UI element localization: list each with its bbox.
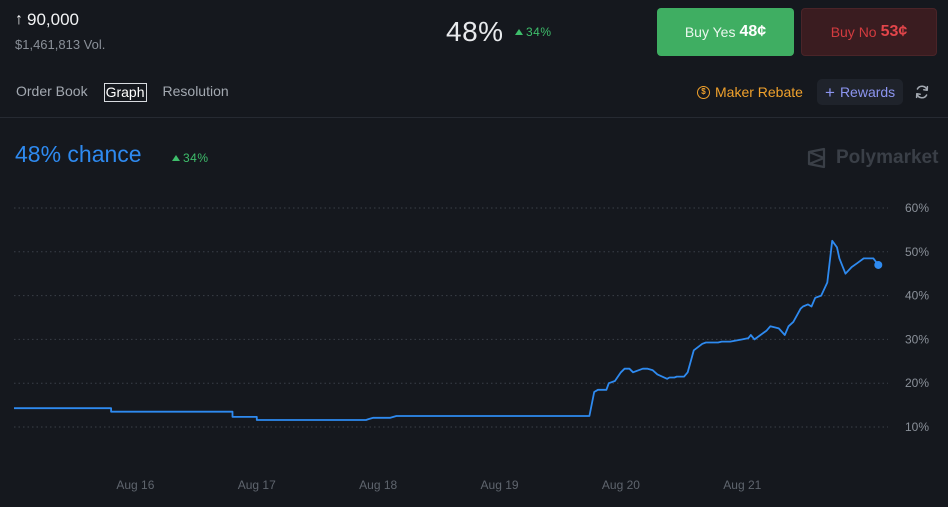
maker-rebate-button[interactable]: $ Maker Rebate — [697, 84, 803, 100]
y-tick-label: 30% — [905, 332, 929, 346]
triangle-up-icon — [172, 155, 180, 161]
buy-no-label: Buy No — [830, 24, 877, 40]
chance-label: 48% chance — [15, 141, 142, 167]
current-price: 48% — [446, 16, 504, 47]
market-volume: $1,461,813 Vol. — [15, 37, 106, 52]
x-tick-label: Aug 18 — [359, 478, 397, 492]
chance-delta-text: 34% — [183, 151, 209, 165]
tab-graph[interactable]: Graph — [103, 83, 147, 102]
x-tick-label: Aug 19 — [481, 478, 519, 492]
section-divider — [0, 117, 948, 118]
tab-resolution[interactable]: Resolution — [162, 83, 229, 99]
x-tick-label: Aug 20 — [602, 478, 640, 492]
y-tick-label: 10% — [905, 420, 929, 434]
maker-rebate-label: Maker Rebate — [715, 84, 803, 100]
refresh-icon[interactable] — [914, 84, 930, 100]
polymarket-logo: Polymarket — [806, 147, 938, 169]
dollar-coin-icon: $ — [697, 85, 710, 99]
x-tick-label: Aug 17 — [238, 478, 276, 492]
market-title: ↑ 90,000 — [15, 10, 79, 30]
buy-yes-label: Buy Yes — [684, 24, 736, 40]
price-delta: 34% — [515, 25, 552, 39]
x-tick-label: Aug 21 — [723, 478, 761, 492]
market-header: ↑ 90,000 $1,461,813 Vol. 48% 34% Buy Yes… — [0, 0, 948, 64]
buy-no-price: 53¢ — [880, 23, 908, 40]
rewards-label: Rewards — [839, 84, 896, 100]
market-title-text: 90,000 — [27, 10, 79, 29]
buy-yes-price: 48¢ — [739, 23, 767, 40]
y-tick-label: 50% — [905, 245, 929, 259]
price-delta-text: 34% — [526, 25, 552, 39]
series-line — [14, 239, 880, 421]
plus-icon: + — [825, 82, 835, 102]
y-tick-label: 40% — [905, 289, 929, 303]
arrow-up-icon: ↑ — [15, 11, 23, 28]
view-tabs: Order Book Graph Resolution — [15, 83, 230, 102]
x-tick-label: Aug 16 — [116, 478, 154, 492]
y-tick-label: 20% — [905, 376, 929, 390]
chance-delta: 34% — [172, 151, 209, 165]
y-tick-label: 60% — [905, 201, 929, 215]
tab-order-book[interactable]: Order Book — [16, 83, 88, 99]
polymarket-icon — [807, 147, 826, 169]
buy-yes-button[interactable]: Buy Yes 48¢ — [657, 8, 794, 56]
rewards-button[interactable]: + Rewards — [817, 79, 904, 105]
triangle-up-icon — [515, 29, 523, 35]
brand-name: Polymarket — [836, 147, 939, 168]
current-point — [874, 260, 883, 269]
probability-chart[interactable]: 10% 20% 30% 40% 50% 60% Aug 16 Aug 17 Aug 18 Aug … — [0, 190, 948, 507]
buy-no-button[interactable]: Buy No 53¢ — [801, 8, 937, 56]
